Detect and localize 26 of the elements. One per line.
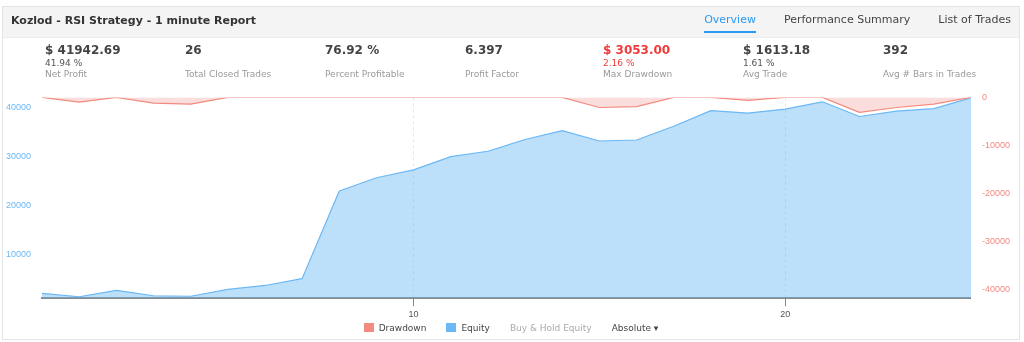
text: List of Trades: [938, 13, 1011, 28]
y2-tick-label: -40000: [981, 284, 1011, 295]
x-tick-label: 10: [408, 309, 419, 320]
text: 392 Avg # Bars in Trades: [883, 42, 977, 80]
legend-label: Equity: [460, 323, 490, 333]
y-tick-label: 20000: [6, 199, 32, 210]
text: Performance Summary: [783, 13, 911, 28]
text: 76.92 % Percent Profitable: [325, 42, 405, 80]
x-tick-label: 20: [780, 309, 791, 320]
text: Overview: [704, 13, 756, 33]
text: $ 1613.18 1.61 % Avg Trade: [743, 42, 811, 80]
legend-label: Drawdown: [377, 323, 427, 333]
text: 6.397 Profit Factor: [465, 42, 519, 80]
text: $ 3053.00 2.16 % Max Drawdown: [603, 42, 673, 80]
text: Absolute ▾: [611, 323, 659, 333]
text: $ 41942.69 41.94 % Net Profit: [45, 42, 121, 80]
text: Buy & Hold Equity: [509, 323, 592, 333]
y2-tick-label: -30000: [981, 236, 1011, 247]
text: 26 Total Closed Trades: [185, 42, 272, 80]
y2-tick-label: -20000: [981, 188, 1011, 199]
y-tick-label: 40000: [6, 101, 32, 112]
y-tick-label: 10000: [6, 248, 32, 259]
y2-tick-label: 0: [981, 91, 987, 102]
y-tick-label: 30000: [6, 150, 32, 161]
y2-tick-label: -10000: [981, 140, 1011, 151]
chart-title: Kozlod - RSI Strategy - 1 minute Report: [11, 14, 257, 27]
